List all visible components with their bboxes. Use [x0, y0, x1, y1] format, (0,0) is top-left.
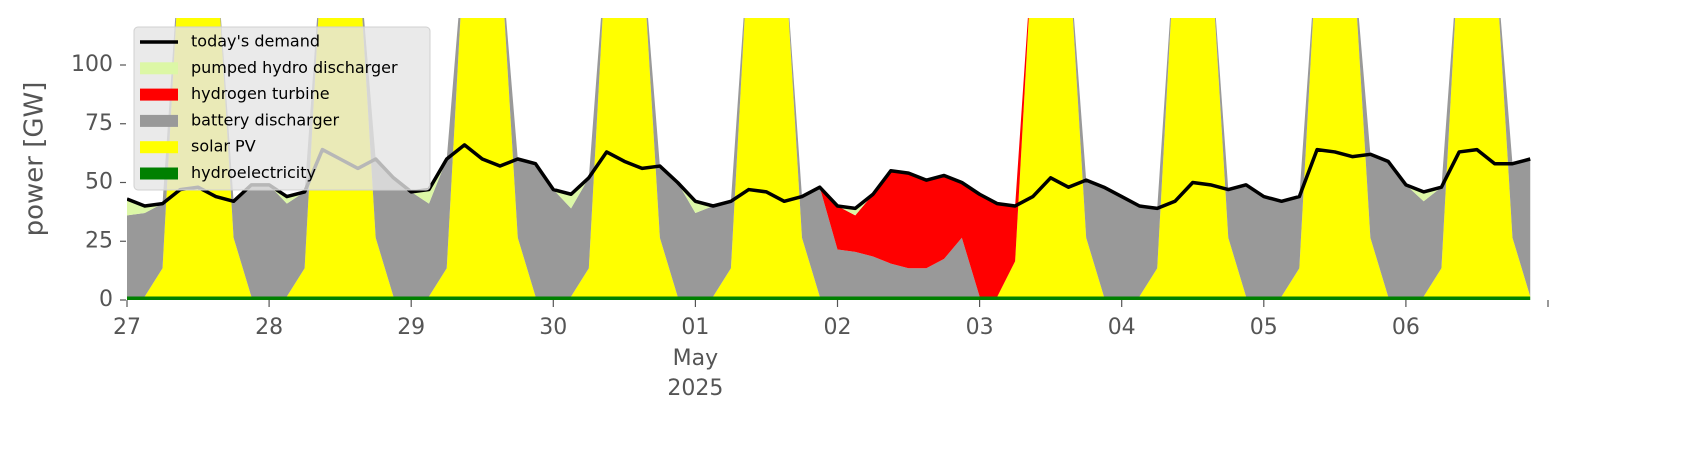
- legend-label: today's demand: [191, 32, 320, 51]
- y-tick-label: 0: [99, 287, 113, 312]
- y-tick-label: 50: [85, 170, 113, 195]
- x-tick-label: 04: [1108, 315, 1136, 340]
- area-3: [127, 18, 1531, 297]
- legend: today's demand pumped hydro discharger hyd…: [133, 26, 431, 191]
- area-5: [127, 296, 1531, 300]
- legend-label: pumped hydro discharger: [191, 58, 398, 77]
- legend-swatch: [140, 62, 178, 75]
- x-tick-label: 06: [1392, 315, 1420, 340]
- legend-swatch: [140, 167, 178, 180]
- legend-label: solar PV: [191, 137, 256, 156]
- x-tick-label: 28: [255, 315, 283, 340]
- legend-label: battery discharger: [191, 110, 339, 129]
- axes: 0 25 50 75 100 27 28 29 30 01 02 03 04 05 06 May 2025: [71, 52, 1549, 401]
- legend-label: hydrogen turbine: [191, 84, 330, 103]
- y-tick-label: 100: [71, 52, 113, 77]
- x-tick-label: 01: [681, 315, 709, 340]
- x-tick-label: 27: [113, 315, 141, 340]
- y-axis-label: power [GW]: [20, 82, 50, 237]
- x-tick-sublabel: 2025: [667, 376, 723, 401]
- legend-label: hydroelectricity: [191, 163, 316, 182]
- y-tick-label: 25: [85, 228, 113, 253]
- x-tick-label: 05: [1250, 315, 1278, 340]
- x-tick-sublabel: May: [673, 346, 718, 371]
- x-tick-label: 30: [539, 315, 567, 340]
- legend-swatch: [140, 88, 178, 101]
- x-tick-label: 29: [397, 315, 425, 340]
- x-tick-label: 03: [966, 315, 994, 340]
- area-4: [127, 18, 1531, 297]
- y-tick-label: 75: [85, 111, 113, 136]
- legend-swatch: [140, 114, 178, 127]
- x-tick-label: 02: [824, 315, 852, 340]
- legend-swatch: [140, 141, 178, 154]
- legend-box: [133, 26, 431, 191]
